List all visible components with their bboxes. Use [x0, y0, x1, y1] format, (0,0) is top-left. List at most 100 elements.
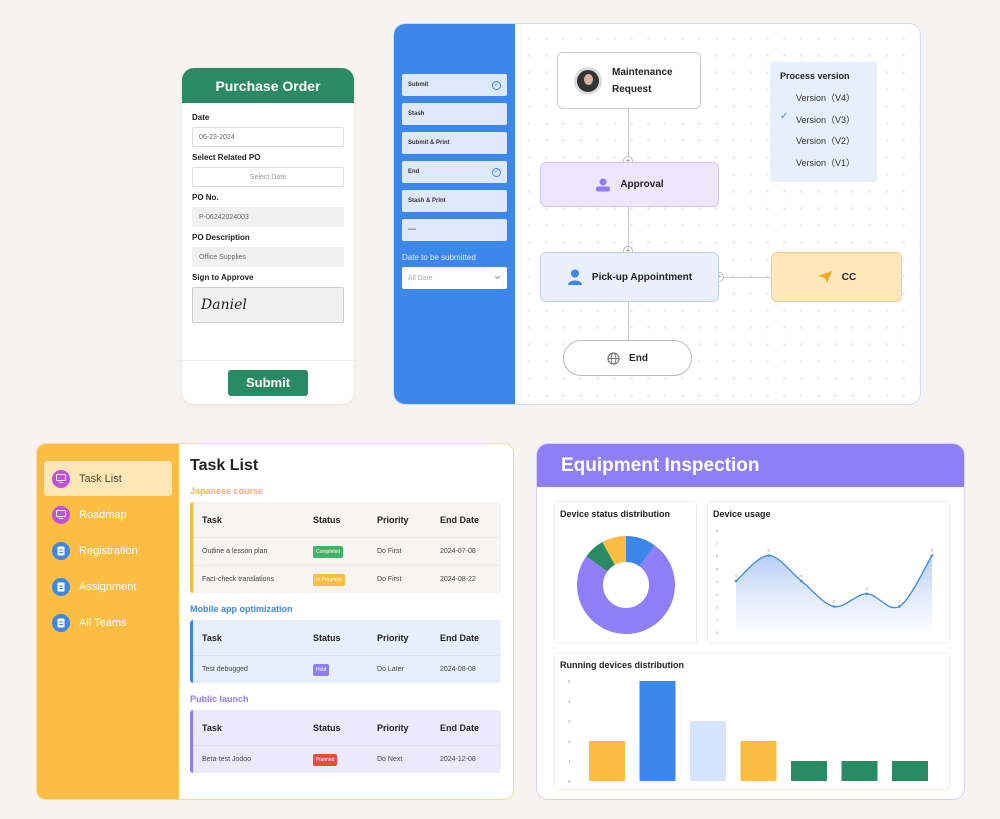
- end-node-label: End: [629, 352, 648, 364]
- usage-point[interactable]: [898, 605, 901, 608]
- signature-field[interactable]: Daniel: [192, 287, 344, 323]
- donut-slice[interactable]: [602, 536, 626, 565]
- task-name: Test debugged: [202, 666, 248, 673]
- usage-point[interactable]: [865, 592, 868, 596]
- date-submitted-select[interactable]: All Date: [402, 267, 507, 289]
- table-row[interactable]: Test debugged Hold Do Later 2024-08-08: [193, 655, 501, 683]
- donut-slice[interactable]: [626, 536, 655, 567]
- y-tick-label: 5: [568, 679, 571, 684]
- donut-slice[interactable]: [577, 545, 675, 634]
- y-tick-label: 7: [716, 541, 719, 546]
- usage-point[interactable]: [832, 605, 836, 608]
- y-tick-label: 0: [716, 630, 719, 635]
- date-submitted-label: Date to be submitted: [402, 253, 476, 262]
- workflow-action-button[interactable]: Submit ✓: [402, 74, 507, 96]
- usage-point[interactable]: [930, 554, 934, 557]
- task-list-panel: Task List Roadmap Registration Assignment Al…: [36, 443, 514, 800]
- sidebar-item-registration[interactable]: Registration: [44, 533, 172, 568]
- usage-point-label: 4: [800, 573, 803, 578]
- workflow-canvas: + + + Maintenance Request Approval Pick-…: [515, 24, 920, 404]
- sidebar-item-task-list[interactable]: Task List: [44, 461, 172, 496]
- usage-point-label: 6: [931, 548, 934, 553]
- date-field[interactable]: 06-23-2024: [192, 127, 344, 147]
- table-header: Task Status Priority End Date: [193, 620, 501, 655]
- task-list-main: Task List Japanese course Task Status Prior…: [179, 444, 513, 799]
- date-label: Date: [192, 113, 210, 122]
- document-icon: [52, 613, 70, 632]
- sidebar-item-all-teams[interactable]: All Teams: [44, 605, 172, 640]
- device-status-title: Device status distribution: [560, 509, 671, 519]
- sign-label: Sign to Approve: [192, 273, 254, 282]
- usage-point[interactable]: [800, 579, 803, 583]
- column-header: Priority: [377, 722, 409, 733]
- maintenance-request-node[interactable]: Maintenance Request: [557, 52, 701, 109]
- table-row[interactable]: Fact-check translations In Progress Do Fir…: [193, 565, 501, 593]
- running-devices-bar[interactable]: [892, 761, 928, 781]
- pickup-node-label: Pick-up Appointment: [591, 271, 693, 283]
- task-table: Task Status Priority End Date Outline a less…: [190, 502, 501, 593]
- workflow-action-label: End: [408, 169, 420, 175]
- usage-point[interactable]: [767, 554, 770, 557]
- y-tick-label: 1: [716, 617, 719, 622]
- approval-node[interactable]: Approval: [540, 162, 719, 207]
- running-devices-card: Running devices distribution 0 1 2 3 4 5: [554, 652, 950, 790]
- y-tick-label: 0: [568, 779, 571, 784]
- workflow-action-label: Stash & Print: [408, 198, 446, 204]
- task-name: Fact-check translations: [202, 576, 274, 583]
- y-tick-label: 8: [716, 528, 719, 533]
- sidebar-item-roadmap[interactable]: Roadmap: [44, 497, 172, 532]
- process-version-panel: Process version Version（V4） ✓ Version（V3） V…: [770, 62, 877, 182]
- running-devices-bar[interactable]: [740, 741, 777, 781]
- process-version-item[interactable]: ✓ Version（V3）: [780, 110, 877, 135]
- submit-button[interactable]: Submit: [228, 369, 308, 396]
- table-row[interactable]: Outline a lesson plan Completed Do First 20…: [193, 537, 501, 565]
- running-devices-bar[interactable]: [639, 681, 676, 781]
- check-circle-icon: ✓: [492, 167, 501, 177]
- y-tick-label: 2: [716, 605, 719, 610]
- task-group-label: Japanese course: [190, 486, 264, 496]
- status-badge: In Progress: [313, 573, 345, 586]
- usage-point[interactable]: [734, 579, 738, 583]
- po-no-field[interactable]: P-06242024003: [192, 207, 344, 227]
- workflow-action-button[interactable]: Stash & Print: [402, 190, 507, 212]
- column-header: Status: [313, 722, 341, 733]
- workflow-action-button[interactable]: End ✓: [402, 161, 507, 183]
- cc-node-label: CC: [841, 271, 857, 283]
- workflow-action-button[interactable]: ----: [402, 219, 507, 241]
- sidebar-item-assignment[interactable]: Assignment: [44, 569, 172, 604]
- running-devices-bar[interactable]: [841, 761, 878, 781]
- column-header: Priority: [377, 514, 409, 525]
- end-date-value: 2024-07-08: [440, 548, 476, 555]
- pickup-appointment-node[interactable]: Pick-up Appointment: [540, 252, 719, 302]
- donut-slice[interactable]: [586, 542, 615, 572]
- related-po-select[interactable]: Select Date: [192, 167, 344, 187]
- column-header: Task: [202, 722, 222, 733]
- running-devices-bar[interactable]: [690, 721, 726, 781]
- column-header: End Date: [440, 722, 480, 733]
- running-devices-title: Running devices distribution: [560, 660, 685, 670]
- process-version-item[interactable]: Version（V2）: [780, 134, 877, 156]
- process-version-item[interactable]: Version（V1）: [780, 156, 877, 178]
- end-node[interactable]: End: [563, 340, 692, 376]
- task-sidebar: Task List Roadmap Registration Assignment Al…: [37, 444, 179, 799]
- chevron-down-icon: [494, 275, 501, 282]
- cc-node[interactable]: CC: [771, 252, 902, 302]
- y-tick-label: 4: [716, 579, 719, 584]
- checkmark-icon: ✓: [780, 110, 789, 122]
- running-devices-bar[interactable]: [589, 741, 625, 781]
- running-devices-bar-chart: 0 1 2 3 4 5: [568, 679, 928, 784]
- running-devices-bar[interactable]: [791, 761, 827, 781]
- table-row[interactable]: Beta-test Jodoo Planned Do Next 2024-12-08: [193, 745, 501, 773]
- device-usage-card: Device usage 0 1 2 3 4 5 6 7 8 4 6 4 2 3 2 6: [707, 501, 950, 644]
- usage-point-label: 4: [735, 573, 738, 578]
- workflow-action-button[interactable]: Stash: [402, 103, 507, 125]
- status-badge: Completed: [313, 545, 344, 558]
- usage-point-label: 3: [866, 586, 869, 591]
- workflow-action-button[interactable]: Submit & Print: [402, 132, 507, 154]
- po-description-field[interactable]: Office Supplies: [192, 247, 344, 267]
- table-header: Task Status Priority End Date: [193, 710, 501, 745]
- po-description-label: PO Description: [192, 233, 250, 242]
- process-version-item[interactable]: Version（V4）: [780, 91, 877, 113]
- column-header: Status: [313, 514, 341, 525]
- device-status-card: Device status distribution: [554, 501, 697, 644]
